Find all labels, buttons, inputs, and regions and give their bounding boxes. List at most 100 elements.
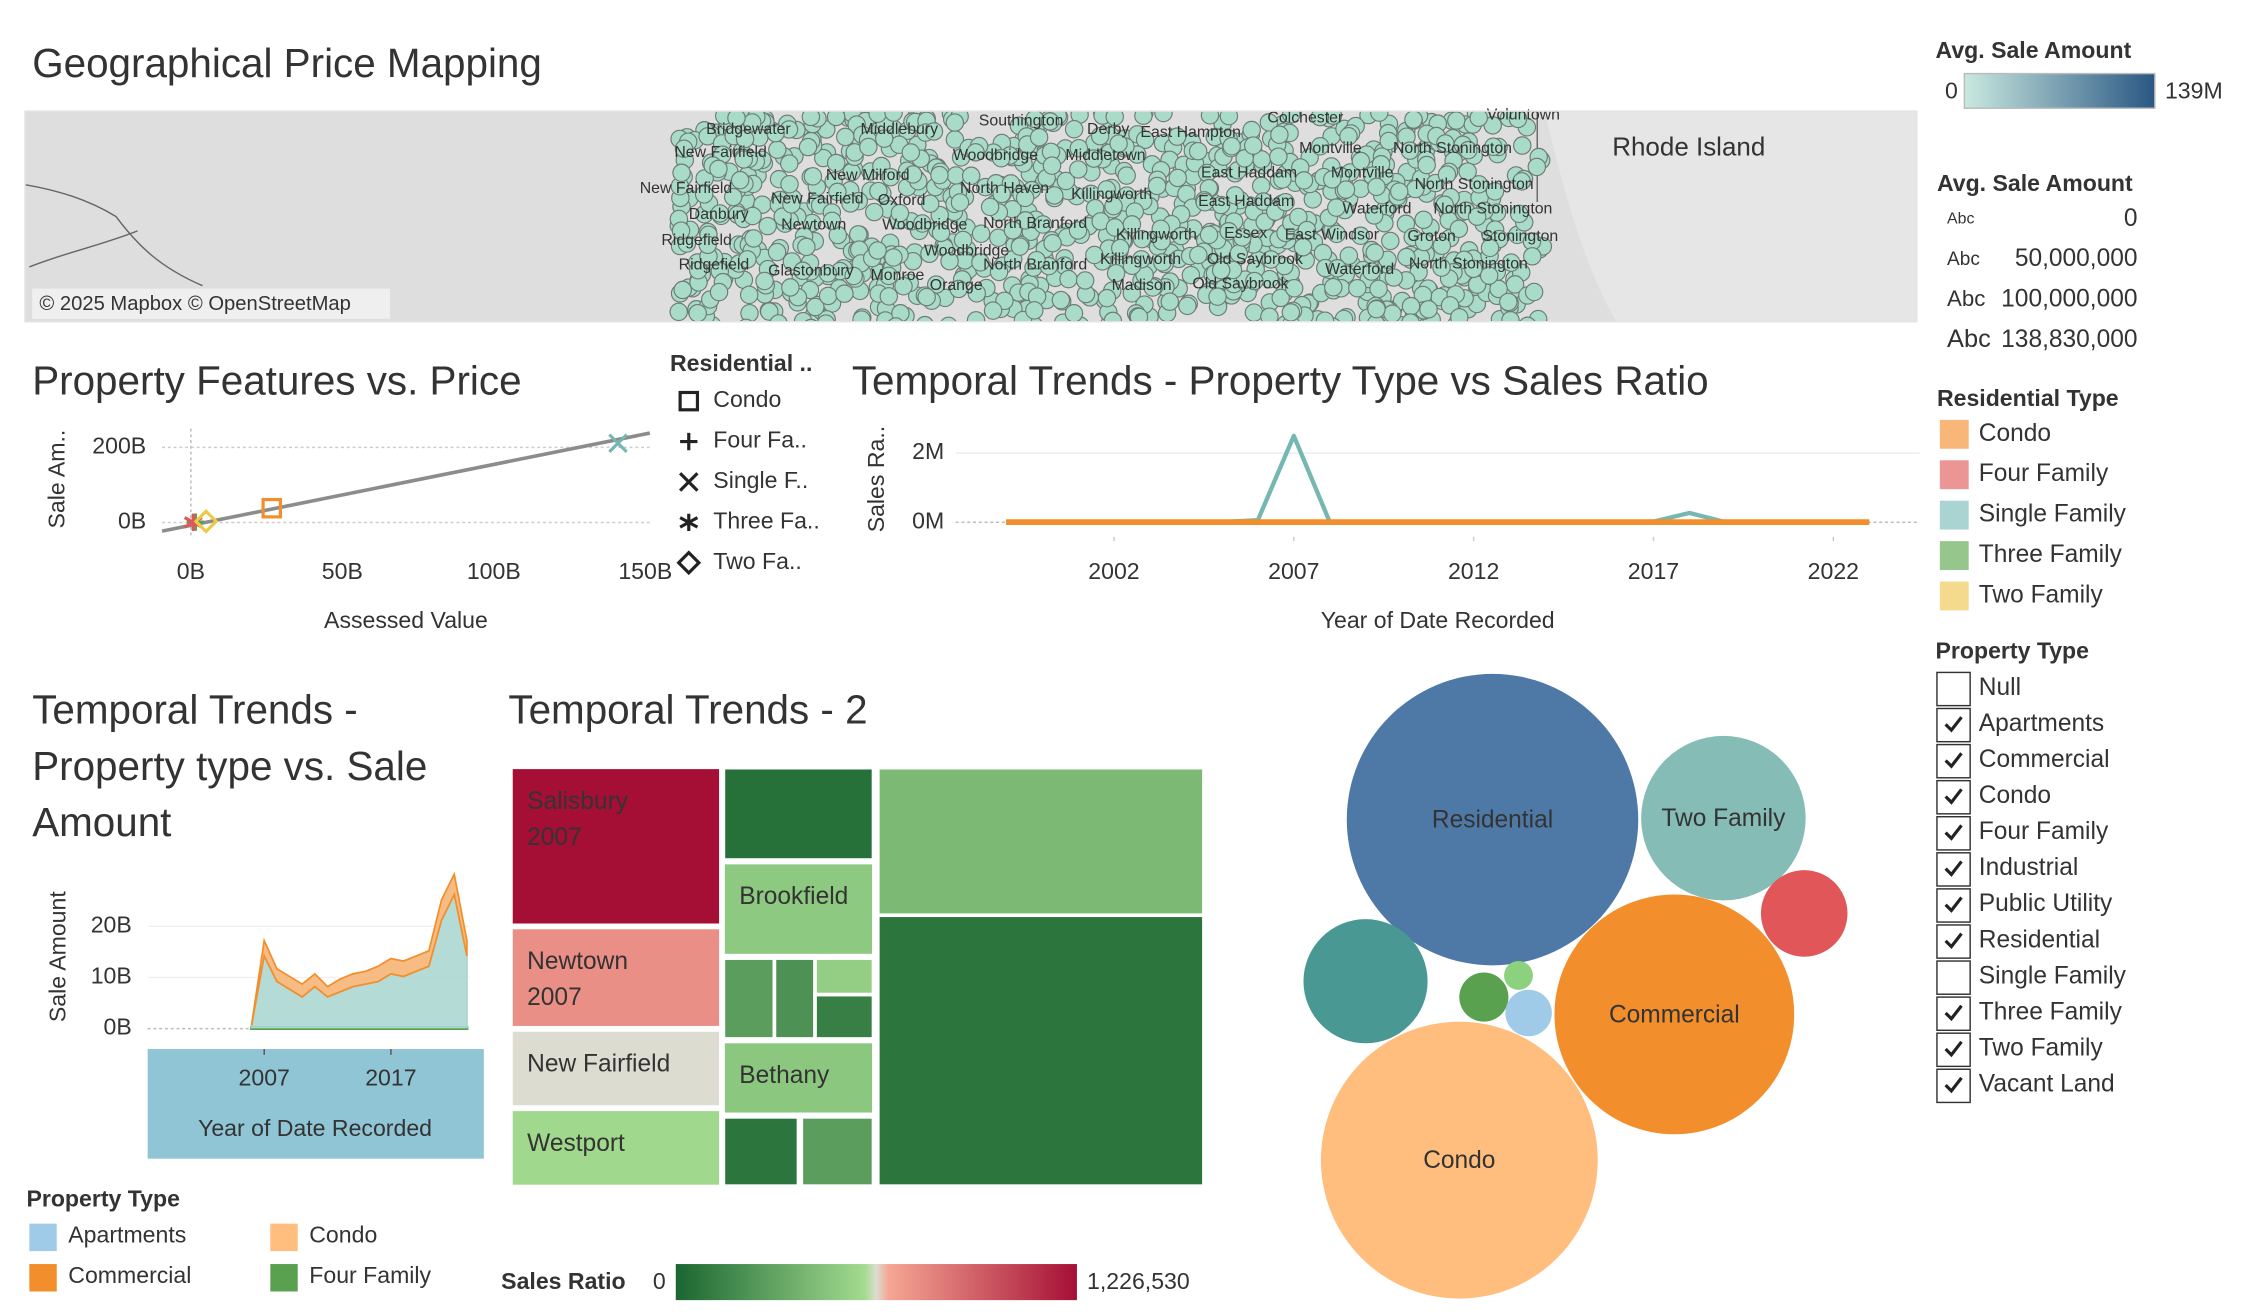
size-label: 100,000,000: [2001, 286, 2137, 313]
map-point: [1339, 127, 1358, 146]
place-label: Bridgewater: [706, 121, 791, 138]
checkbox[interactable]: [1936, 671, 1971, 707]
map-point: [849, 225, 868, 244]
tile-label: Newtown: [527, 948, 628, 975]
map-point: [1075, 271, 1095, 290]
map-point: [709, 282, 729, 302]
filter-label[interactable]: Condo: [1979, 782, 2051, 809]
x-tick-label: 150B: [618, 558, 672, 584]
checkbox[interactable]: [1936, 996, 1971, 1032]
map-point: [1365, 243, 1384, 262]
place-label: North Stonington: [1393, 140, 1512, 157]
filter-label[interactable]: Residential: [1979, 926, 2100, 953]
map-point: [1512, 172, 1531, 191]
map-point: [1527, 157, 1547, 177]
filter-label[interactable]: Vacant Land: [1979, 1071, 2115, 1098]
bubble: [1504, 961, 1533, 990]
x-tick-label: 100B: [467, 558, 521, 584]
map-point: [1085, 245, 1104, 265]
x-tick-label: 50B: [322, 558, 363, 584]
map-point: [1281, 303, 1301, 322]
map-point: [818, 264, 838, 283]
checkbox[interactable]: [1936, 960, 1971, 995]
chart-title: Temporal Trends -: [32, 687, 358, 733]
map-point: [1219, 111, 1239, 126]
checkmark: [1944, 1040, 1963, 1058]
checkbox[interactable]: [1936, 852, 1971, 887]
filter-label[interactable]: Single Family: [1979, 962, 2127, 989]
map-point: [852, 310, 871, 322]
map-point: [835, 284, 854, 303]
map-point: [920, 244, 939, 264]
tile-label: Brookfield: [739, 883, 848, 910]
map-point: [1464, 259, 1483, 279]
map-point: [1289, 207, 1308, 227]
map-point: [894, 277, 913, 296]
checkmark: [1944, 716, 1963, 733]
place-label: Montville: [1299, 140, 1362, 157]
map-point: [1051, 290, 1071, 310]
map-frame: [24, 110, 1918, 323]
tile-label: Westport: [527, 1130, 625, 1157]
map-point: [991, 148, 1011, 168]
map-point: [1171, 226, 1191, 246]
filter-label[interactable]: Commercial: [1979, 746, 2110, 773]
place-label: Old Saybrook: [1207, 251, 1303, 268]
place-label: Middlebury: [860, 121, 938, 138]
map-point: [1259, 113, 1279, 132]
map-point: [1010, 237, 1030, 256]
map-point: [1469, 175, 1489, 194]
map-point: [1132, 229, 1152, 249]
map-title: Geographical Price Mapping: [32, 40, 542, 86]
map-point: [1364, 206, 1384, 225]
legend-label: Condo: [713, 386, 781, 412]
map-point: [1154, 111, 1173, 123]
chart-title: Temporal Trends - Property Type vs Sales…: [852, 358, 1709, 404]
checkmark: [1944, 896, 1963, 913]
x-tick-label: 2017: [1628, 558, 1679, 584]
map-point: [931, 223, 951, 243]
map-point: [1435, 195, 1454, 215]
filter-label[interactable]: Industrial: [1979, 854, 2078, 881]
place-label: New Fairfield: [771, 190, 864, 207]
tile-label: New Fairfield: [527, 1050, 670, 1077]
map-point: [971, 253, 990, 272]
map-point: [1181, 265, 1201, 285]
marker-square: [261, 497, 282, 519]
map-point: [1122, 256, 1142, 276]
map-point: [698, 235, 717, 255]
map-point: [1370, 111, 1389, 122]
map-point: [818, 286, 838, 306]
color-legend-label: 0: [1945, 77, 1958, 103]
legend-label: Four Fa..: [713, 427, 807, 453]
map-point: [945, 113, 965, 132]
map-point: [1042, 156, 1062, 175]
place-label: Old Saybrook: [1192, 275, 1288, 292]
map-point: [992, 184, 1011, 204]
map-point: [1297, 220, 1317, 240]
filter-label[interactable]: Public Utility: [1979, 890, 2113, 917]
filter-label[interactable]: Null: [1979, 674, 2021, 701]
checkbox[interactable]: [1936, 816, 1971, 851]
map-point: [1269, 147, 1288, 166]
map-point: [940, 316, 957, 322]
map-point: [1509, 204, 1529, 224]
map-point: [1432, 236, 1452, 256]
place-label: Glastonbury: [768, 262, 854, 279]
map-point: [1219, 222, 1238, 241]
place-label: Stonington: [1482, 228, 1558, 245]
point: [261, 497, 282, 519]
x-tick-label: 2007: [1268, 558, 1319, 584]
map-point: [1110, 238, 1130, 258]
map-point: [1459, 140, 1478, 160]
checkbox[interactable]: [1936, 924, 1971, 959]
chart-title: Temporal Trends - 2: [508, 687, 867, 733]
map-point: [1294, 171, 1314, 190]
filter-label[interactable]: Two Family: [1979, 1035, 2104, 1062]
map-point: [669, 302, 688, 322]
filter-label[interactable]: Three Family: [1979, 998, 2123, 1025]
filter-label[interactable]: Apartments: [1979, 710, 2104, 737]
map-point: [806, 297, 825, 317]
x-tick-label: 0B: [177, 558, 205, 584]
filter-label[interactable]: Four Family: [1979, 818, 2109, 845]
